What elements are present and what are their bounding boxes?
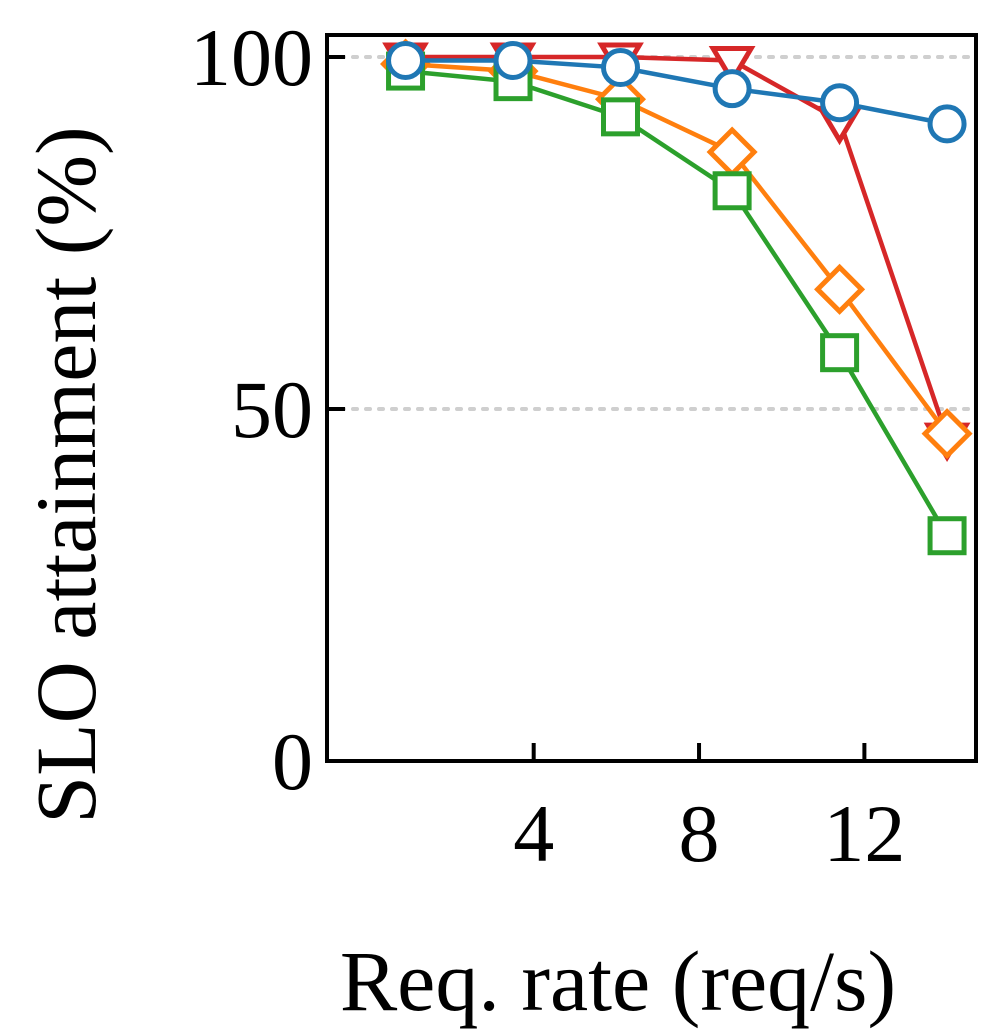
data-point-circle <box>927 104 967 144</box>
data-point-circle <box>493 41 533 81</box>
series-line <box>405 54 950 438</box>
data-point-diamond <box>921 408 973 460</box>
data-point-square <box>820 333 860 373</box>
data-point-diamond <box>814 263 866 315</box>
x-axis-label: Req. rate (req/s) <box>340 933 896 1029</box>
series-line <box>405 61 949 435</box>
data-point-circle <box>386 41 426 81</box>
data-point-diamond <box>706 126 758 178</box>
x-tick-label: 8 <box>679 788 720 879</box>
data-point-circle <box>600 48 640 88</box>
data-point-circle <box>712 69 752 109</box>
plot-frame <box>325 33 978 763</box>
series-red-triangle <box>382 42 971 463</box>
ticks: 0 50 100 4 8 12 <box>190 12 905 879</box>
data-point-square <box>927 516 967 556</box>
data-point-triangle-down <box>708 46 756 86</box>
data-point-circle <box>820 83 860 123</box>
series-green-square <box>386 51 967 556</box>
y-axis-label: SLO attainment (%) <box>18 126 114 823</box>
series-line <box>405 68 950 537</box>
y-tick-label: 100 <box>190 12 313 103</box>
y-tick-label: 50 <box>231 364 313 455</box>
x-tick-label: 4 <box>513 788 554 879</box>
x-tick-label: 12 <box>823 788 905 879</box>
series-layer <box>380 38 973 556</box>
data-point-square <box>712 171 752 211</box>
y-tick-label: 0 <box>272 716 313 807</box>
data-point-square <box>600 97 640 137</box>
series-blue-circle <box>386 41 967 144</box>
